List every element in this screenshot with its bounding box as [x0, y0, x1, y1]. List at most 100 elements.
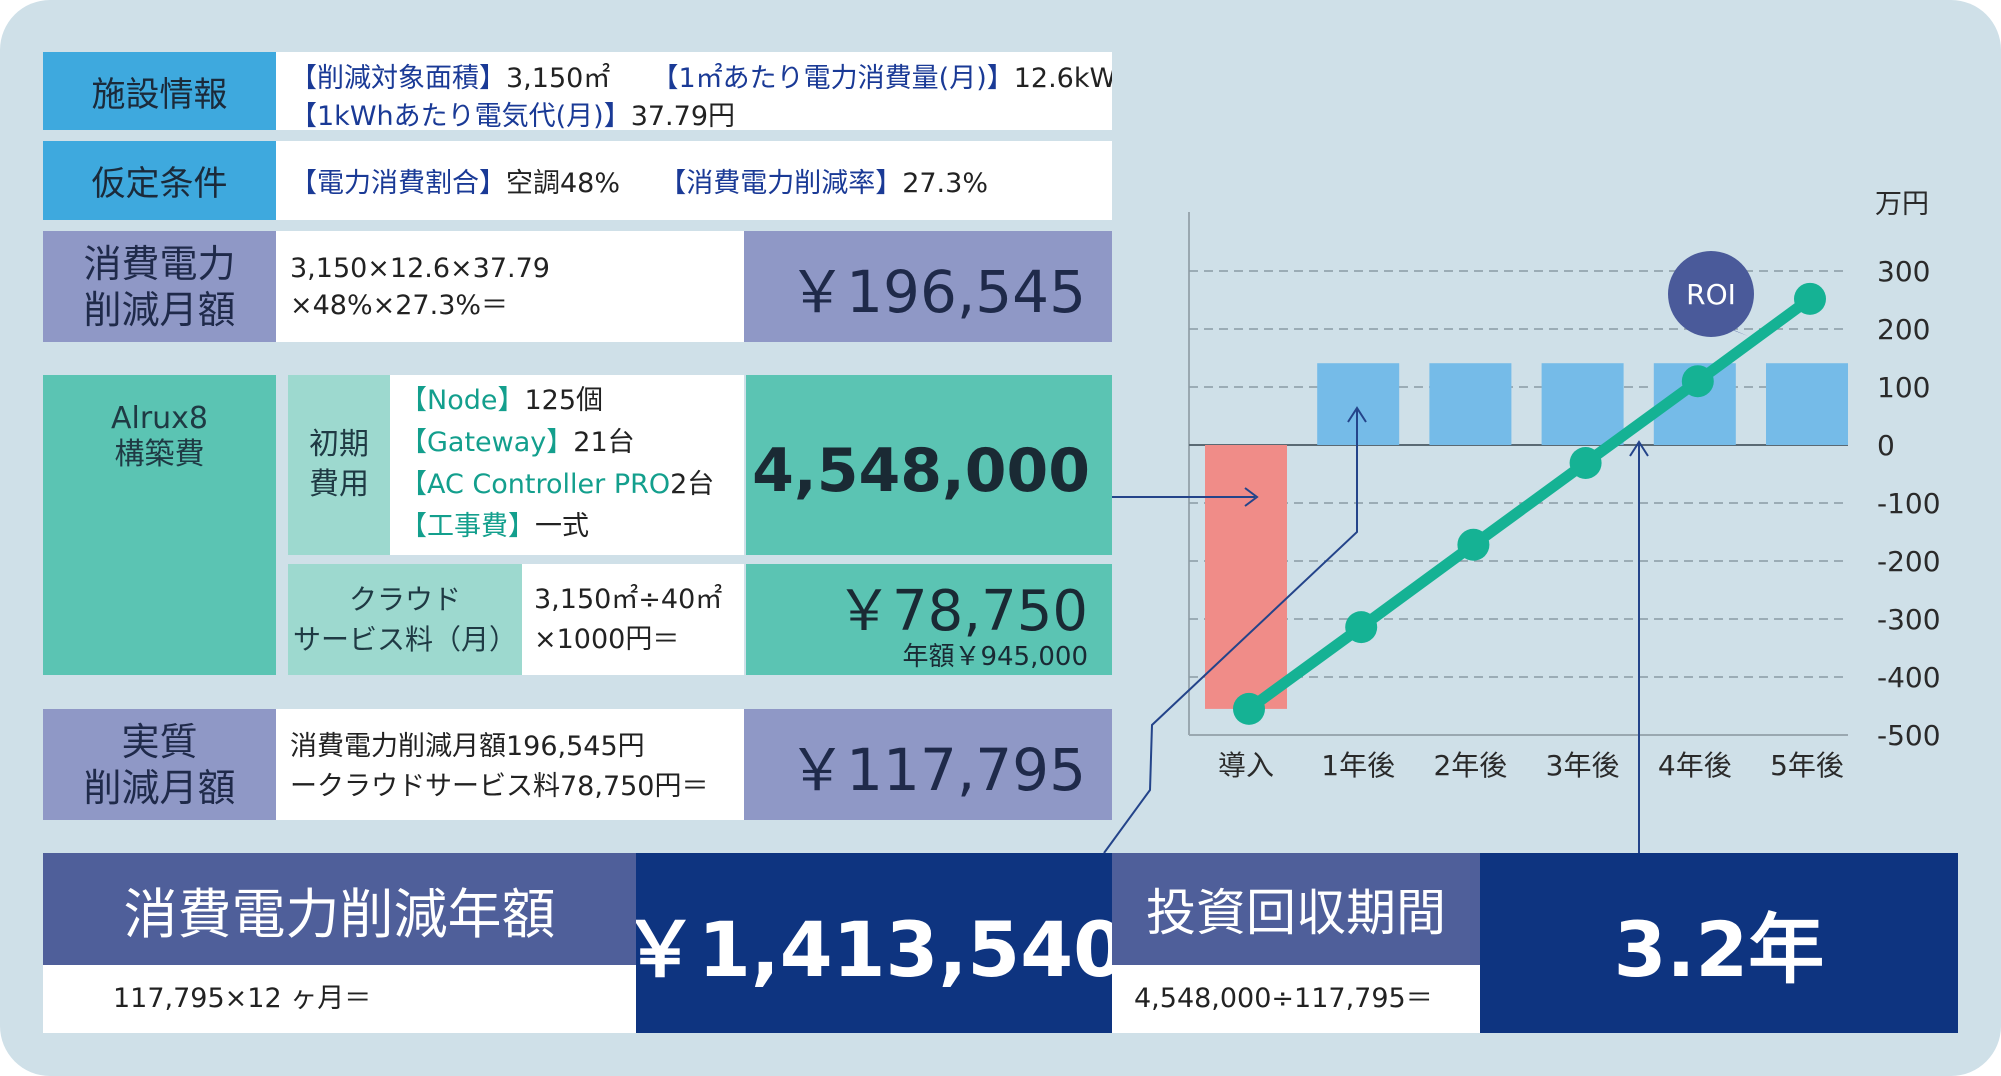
payback-value: 3.2年: [1480, 853, 1958, 1033]
roi-point-2: [1457, 528, 1490, 561]
ac-controller-tag: 【AC Controller PRO: [400, 469, 671, 500]
facility-line-1: 【削減対象面積】3,150㎡ 【1㎡あたり電力消費量(月)】12.6kWh: [290, 56, 1112, 95]
initial-cost-value: ￥4,548,000: [746, 375, 1112, 555]
initial-label-2: 費用: [309, 467, 369, 502]
x-tick-label: 2年後: [1433, 749, 1507, 782]
gateway-tag: 【Gateway】: [400, 427, 574, 458]
monthly-formula-1: 3,150×12.6×37.79: [290, 253, 550, 284]
arrowhead-annual: [1347, 406, 1367, 423]
bar-1: [1317, 363, 1400, 445]
payback-formula: 4,548,000÷117,795＝: [1112, 965, 1480, 1033]
x-tick-label: 5年後: [1770, 749, 1844, 782]
reduction-value: 27.3%: [902, 168, 988, 199]
x-tick-label: 1年後: [1321, 749, 1395, 782]
y-tick-label: -500: [1877, 719, 1941, 752]
price-value: 37.79円: [630, 101, 735, 130]
net-saving-formula: 消費電力削減月額196,545円 ークラウドサービス料78,750円＝: [276, 709, 744, 820]
annual-saving-label-text: 消費電力削減年額: [123, 882, 556, 946]
cloud-label-1: クラウド: [348, 582, 461, 616]
payback-formula-text: 4,548,000÷117,795＝: [1134, 983, 1433, 1014]
y-tick-label: 0: [1877, 429, 1895, 462]
reduction-tag: 【消費電力削減率】: [659, 168, 903, 199]
payback-label: 投資回収期間: [1112, 853, 1480, 965]
ratio-value: 空調48%: [506, 168, 621, 199]
annual-saving-formula: 117,795×12 ヶ月＝: [43, 965, 636, 1033]
payback-amount: 3.2年: [1613, 905, 1825, 994]
annual-formula-text: 117,795×12 ヶ月＝: [113, 983, 372, 1014]
cloud-fee-value: ￥78,750 年額￥945,000: [746, 564, 1112, 675]
work-tag: 【工事費】: [400, 511, 535, 542]
roi-point-0: [1233, 692, 1265, 725]
annual-saving-value: ￥1,413,540: [636, 853, 1112, 1033]
roi-point-3: [1569, 446, 1602, 479]
roi-line-layer: [1233, 282, 1826, 725]
price-tag: 【1kWhあたり電気代(月)】: [290, 101, 631, 130]
assumptions-label-text: 仮定条件: [91, 164, 228, 204]
initial-cost-amount: ￥4,548,000: [746, 435, 1090, 506]
monthly-saving-formula: 3,150×12.6×37.79 ×48%×27.3%＝: [276, 231, 744, 342]
x-tick-label: 導入: [1218, 749, 1274, 782]
y-tick-label: -100: [1877, 487, 1941, 520]
item-construction-work: 【工事費】一式: [400, 507, 589, 547]
annual-saving-label: 消費電力削減年額: [43, 853, 636, 965]
arrowhead-payback: [1629, 440, 1649, 457]
cloud-fee-label: クラウド サービス料（月）: [288, 564, 522, 675]
assumptions-info: 【電力消費割合】空調48% 【消費電力削減率】27.3%: [276, 141, 1112, 220]
assumptions-line: 【電力消費割合】空調48% 【消費電力削減率】27.3%: [290, 161, 988, 200]
cloud-formula-2: ×1000円＝: [534, 624, 680, 655]
item-gateway: 【Gateway】21台: [400, 423, 635, 463]
monthly-formula-2: ×48%×27.3%＝: [290, 290, 509, 321]
node-tag: 【Node】: [400, 385, 525, 416]
area-tag: 【削減対象面積】: [290, 63, 506, 94]
payback-label-text: 投資回収期間: [1146, 884, 1446, 942]
power-tag: 【1㎡あたり電力消費量(月)】: [651, 63, 1014, 94]
net-saving-amount: ￥117,795: [788, 735, 1086, 804]
net-formula-2: ークラウドサービス料78,750円＝: [290, 771, 709, 802]
monthly-saving-value: ￥196,545: [744, 231, 1112, 342]
y-tick-label: -400: [1877, 661, 1941, 694]
x-tick-label: 4年後: [1658, 749, 1732, 782]
initial-label-1: 初期: [309, 427, 369, 462]
construction-label-1: Alrux8: [110, 401, 209, 436]
item-node: 【Node】125個: [400, 381, 603, 421]
facility-label: 施設情報: [43, 52, 276, 130]
y-unit-label: 万円: [1875, 189, 1929, 220]
facility-line-2: 【1kWhあたり電気代(月)】37.79円: [290, 94, 735, 130]
arrow-annual: [1103, 410, 1358, 854]
annual-saving-amount: ￥1,413,540: [636, 905, 1112, 994]
cloud-fee-formula: 3,150㎡÷40㎡ ×1000円＝: [522, 564, 744, 675]
monthly-saving-label-2: 削減月額: [83, 287, 236, 332]
ratio-tag: 【電力消費割合】: [290, 168, 506, 199]
initial-cost-label: 初期 費用: [288, 375, 390, 555]
bar-3: [1541, 363, 1624, 445]
bar-2: [1429, 363, 1512, 445]
power-value: 12.6kWh: [1013, 63, 1112, 94]
work-value: 一式: [535, 511, 589, 542]
item-ac-controller: 【AC Controller PRO2台: [400, 465, 714, 505]
roi-line: [1243, 293, 1816, 715]
bar-0: [1205, 445, 1287, 709]
monthly-saving-label-1: 消費電力: [83, 241, 236, 286]
bar-5: [1766, 363, 1848, 445]
facility-label-text: 施設情報: [91, 74, 228, 115]
roi-point-1: [1345, 611, 1378, 644]
x-tick-label: 3年後: [1546, 749, 1620, 782]
construction-label-2: 構築費: [114, 437, 205, 472]
cloud-formula-1: 3,150㎡÷40㎡: [534, 584, 723, 615]
monthly-saving-amount: ￥196,545: [788, 257, 1086, 326]
cloud-label-2: サービス料（月）: [292, 622, 517, 656]
ac-controller-value: 2台: [670, 469, 715, 500]
net-formula-1: 消費電力削減月額196,545円: [290, 731, 645, 762]
y-tick-label: -200: [1877, 545, 1941, 578]
construction-label: Alrux8 構築費: [43, 375, 276, 675]
y-tick-label: 300: [1877, 255, 1930, 288]
bar-layer: [1205, 363, 1848, 709]
y-tick-label: 100: [1877, 371, 1930, 404]
roi-label: ROI: [1686, 278, 1736, 311]
gateway-value: 21台: [573, 427, 635, 458]
net-saving-label: 実質 削減月額: [43, 709, 276, 820]
cloud-fee-amount: ￥78,750: [836, 579, 1088, 644]
monthly-saving-label: 消費電力 削減月額: [43, 231, 276, 342]
